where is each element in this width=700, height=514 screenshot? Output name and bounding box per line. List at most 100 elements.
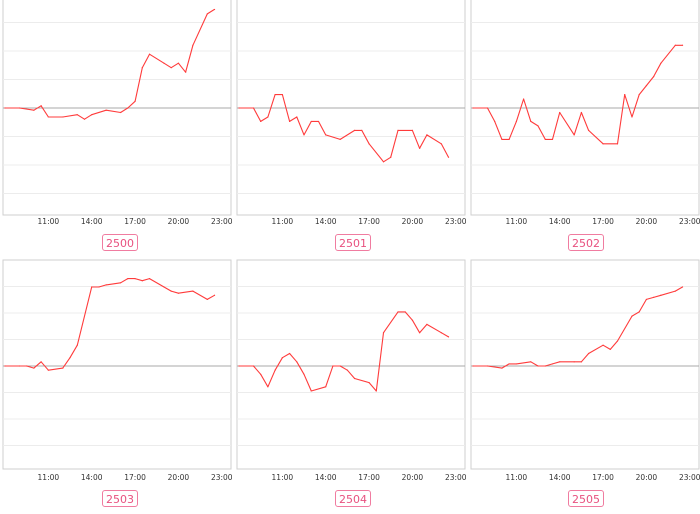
data-point bbox=[252, 107, 255, 109]
data-point bbox=[397, 129, 399, 131]
data-point bbox=[588, 352, 590, 355]
data-point bbox=[33, 367, 35, 369]
code-badge-2503[interactable]: 2503 bbox=[102, 490, 138, 507]
data-point bbox=[83, 118, 86, 120]
data-point bbox=[674, 290, 676, 292]
data-point bbox=[18, 107, 21, 109]
data-point bbox=[411, 129, 414, 131]
x-tick-label: 23:00 bbox=[211, 217, 233, 226]
x-tick-label: 14:00 bbox=[549, 217, 571, 226]
data-point bbox=[674, 44, 676, 46]
chart-panel-2504: 11:00 14:00 17:00 20:00 23:00 2504 bbox=[234, 258, 467, 514]
data-point bbox=[501, 367, 503, 369]
data-point bbox=[368, 382, 370, 384]
data-point bbox=[252, 365, 255, 367]
data-point bbox=[375, 390, 377, 392]
data-point bbox=[303, 134, 305, 136]
data-point bbox=[559, 111, 561, 114]
data-point bbox=[267, 386, 269, 388]
plot-frame bbox=[470, 259, 700, 470]
data-point bbox=[559, 361, 561, 363]
data-point bbox=[508, 363, 510, 365]
x-tick-label: 23:00 bbox=[679, 473, 700, 482]
x-tick-label: 17:00 bbox=[358, 473, 380, 482]
data-point bbox=[426, 323, 428, 325]
chart-panel-2503: 11:00 14:00 17:00 20:00 23:00 2503 bbox=[0, 258, 233, 514]
data-point bbox=[163, 62, 165, 64]
data-point bbox=[33, 109, 35, 111]
data-point bbox=[419, 332, 421, 334]
data-point bbox=[616, 340, 619, 342]
data-point bbox=[260, 373, 262, 375]
data-point bbox=[602, 143, 604, 145]
x-tick-label: 11:00 bbox=[506, 217, 528, 226]
code-badge-2500[interactable]: 2500 bbox=[102, 234, 138, 251]
data-point bbox=[274, 93, 276, 96]
data-point bbox=[602, 344, 604, 346]
data-point bbox=[339, 138, 341, 140]
x-tick-label: 20:00 bbox=[636, 217, 658, 226]
chart-panel-2502: 11:00 14:00 17:00 20:00 23:00 2502 bbox=[468, 0, 700, 258]
data-point bbox=[486, 365, 489, 367]
x-tick-label: 20:00 bbox=[168, 473, 190, 482]
data-point bbox=[47, 369, 49, 371]
data-point bbox=[551, 138, 554, 140]
data-point bbox=[185, 71, 187, 73]
data-point bbox=[105, 109, 107, 111]
data-point bbox=[638, 311, 640, 313]
data-point bbox=[645, 298, 648, 301]
chart-panel-2500: 11:00 14:00 17:00 20:00 23:00 2500 bbox=[0, 0, 233, 258]
data-point bbox=[368, 143, 370, 145]
code-badge-2505[interactable]: 2505 bbox=[568, 490, 604, 507]
chart-2500: 11:00 14:00 17:00 20:00 23:00 bbox=[2, 0, 233, 226]
data-point bbox=[616, 143, 619, 145]
data-point bbox=[296, 116, 298, 118]
data-point bbox=[660, 62, 662, 64]
data-point bbox=[148, 278, 151, 280]
data-point bbox=[530, 361, 532, 363]
code-badge-2504[interactable]: 2504 bbox=[335, 490, 371, 507]
x-tick-label: 11:00 bbox=[38, 217, 60, 226]
data-point bbox=[76, 114, 78, 116]
x-tick-label: 23:00 bbox=[445, 473, 467, 482]
data-point bbox=[404, 311, 406, 313]
data-point bbox=[544, 138, 546, 140]
data-point bbox=[91, 286, 93, 288]
x-tick-label: 20:00 bbox=[402, 473, 424, 482]
data-point bbox=[660, 294, 662, 296]
data-point bbox=[515, 363, 517, 365]
data-point bbox=[522, 98, 525, 100]
x-tick-label: 14:00 bbox=[315, 473, 337, 482]
code-badge-2501[interactable]: 2501 bbox=[335, 234, 371, 251]
data-point bbox=[411, 319, 414, 321]
data-point bbox=[631, 116, 633, 118]
x-tick-label: 11:00 bbox=[38, 473, 60, 482]
data-point bbox=[310, 120, 312, 123]
data-point bbox=[238, 107, 240, 109]
series-line bbox=[473, 44, 683, 145]
data-point bbox=[260, 120, 262, 123]
x-tick-label: 23:00 bbox=[445, 217, 467, 226]
data-point bbox=[303, 373, 305, 375]
chart-panel-2501: 11:00 14:00 17:00 20:00 23:00 2501 bbox=[234, 0, 467, 258]
data-point bbox=[325, 134, 327, 136]
data-point bbox=[288, 120, 291, 123]
x-tick-label: 14:00 bbox=[549, 473, 571, 482]
chart-2505: 11:00 14:00 17:00 20:00 23:00 bbox=[470, 259, 700, 482]
data-point bbox=[397, 311, 399, 313]
x-tick-label: 17:00 bbox=[592, 217, 614, 226]
x-tick-label: 17:00 bbox=[358, 217, 380, 226]
data-point bbox=[440, 143, 442, 145]
series-line bbox=[239, 94, 449, 163]
data-point bbox=[62, 116, 64, 118]
data-point bbox=[609, 348, 611, 350]
data-point bbox=[134, 278, 136, 280]
data-point bbox=[624, 93, 626, 96]
series-line bbox=[239, 311, 449, 392]
chart-panel-2505: 11:00 14:00 17:00 20:00 23:00 2505 bbox=[468, 258, 700, 514]
plot-frame bbox=[2, 0, 232, 216]
data-point bbox=[447, 156, 450, 158]
data-point bbox=[4, 365, 6, 367]
data-point bbox=[148, 53, 151, 55]
code-badge-2502[interactable]: 2502 bbox=[568, 234, 604, 251]
